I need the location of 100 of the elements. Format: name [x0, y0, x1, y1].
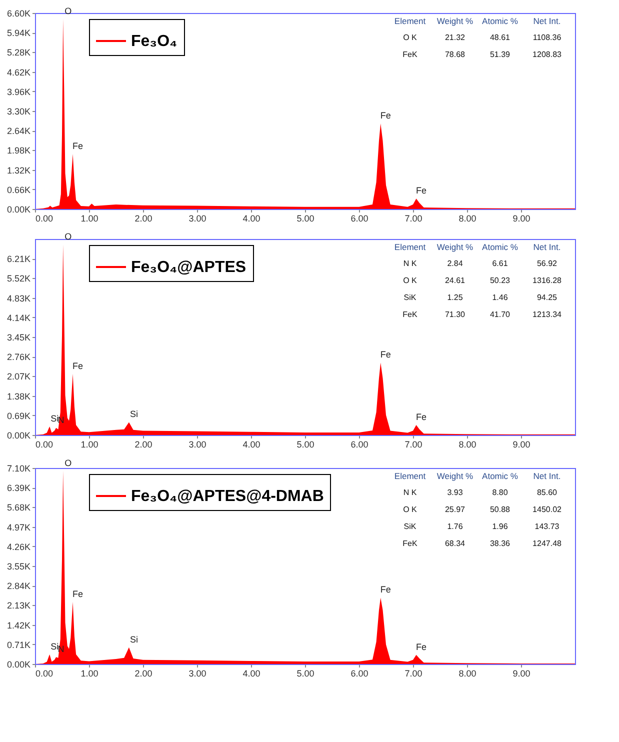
annotation: Fe — [72, 360, 84, 371]
annotation: 143.73 — [534, 522, 560, 531]
y-tick-label: 4.62K — [6, 67, 30, 78]
annotation: Si — [50, 641, 59, 652]
x-tick-label: 1.00 — [80, 214, 98, 224]
annotation: Fe — [416, 642, 426, 652]
y-tick-label: 0.00K — [6, 204, 30, 214]
annotation: 1.96 — [492, 522, 508, 531]
annotation: Net Int. — [533, 242, 561, 252]
x-tick-label: 8.00 — [458, 214, 476, 224]
y-tick-label: 1.32K — [6, 165, 30, 176]
x-tick-label: 3.00 — [188, 668, 206, 678]
y-tick-label: 2.84K — [6, 581, 30, 592]
annotation: 85.60 — [536, 488, 558, 497]
annotation: O — [64, 458, 72, 468]
y-tick-label: 7.10K — [6, 464, 30, 474]
annotation: 1450.02 — [532, 505, 562, 514]
y-tick-label: 5.94K — [6, 28, 30, 38]
annotation: Si — [130, 409, 138, 420]
annotation: 38.36 — [490, 539, 511, 548]
legend-label: Fe₃O₄@APTES@4-DMAB — [131, 488, 324, 505]
annotation: 24.61 — [444, 276, 466, 285]
annotation: 71.30 — [444, 310, 466, 319]
annotation: Fe — [380, 584, 391, 595]
annotation: Atomic % — [482, 242, 518, 252]
x-tick-label: 0.00 — [36, 214, 54, 224]
x-tick-label: 5.00 — [296, 214, 314, 224]
x-tick-label: 1.00 — [80, 440, 98, 450]
annotation: 1213.34 — [532, 310, 562, 319]
x-tick-label: 3.00 — [188, 214, 206, 224]
y-tick-label: 0.00K — [6, 430, 30, 440]
annotation: SiK — [404, 293, 417, 302]
annotation: 1108.36 — [532, 33, 562, 42]
annotation: 50.23 — [490, 276, 511, 285]
y-tick-label: 1.38K — [6, 391, 30, 402]
annotation: Si — [130, 634, 138, 644]
x-tick-label: 9.00 — [512, 214, 530, 224]
x-tick-label: 0.00 — [36, 668, 54, 678]
x-tick-label: 7.00 — [404, 440, 422, 450]
annotation: Fe — [380, 350, 391, 360]
annotation: Weight % — [436, 16, 474, 26]
y-tick-label: 2.64K — [6, 126, 30, 136]
y-tick-label: 6.39K — [6, 483, 30, 494]
annotation: FeK — [402, 539, 418, 548]
annotation: 21.32 — [444, 33, 466, 42]
x-tick-label: 4.00 — [242, 440, 260, 450]
annotation: 1.46 — [492, 293, 508, 302]
annotation: 48.61 — [490, 33, 511, 42]
y-tick-label: 5.28K — [6, 48, 30, 58]
annotation: 1.25 — [447, 293, 464, 302]
annotation: Element — [394, 242, 426, 252]
annotation: 41.70 — [490, 310, 511, 319]
annotation: FeK — [402, 310, 418, 319]
annotation: O K — [403, 276, 418, 285]
annotation: Atomic % — [482, 471, 518, 481]
annotation: 1.76 — [447, 522, 464, 531]
annotation: 50.88 — [490, 505, 511, 514]
annotation: 2.84 — [447, 259, 464, 268]
y-tick-label: 2.76K — [6, 352, 30, 362]
annotation: Atomic % — [482, 16, 518, 26]
x-tick-label: 8.00 — [458, 440, 476, 450]
x-tick-label: 4.00 — [242, 668, 260, 678]
annotation: Element — [394, 16, 426, 26]
x-tick-label: 5.00 — [296, 668, 314, 678]
annotation: 3.93 — [447, 488, 464, 497]
annotation: 1208.83 — [532, 50, 562, 59]
annotation: Si — [50, 413, 59, 424]
y-tick-label: 3.45K — [6, 332, 30, 342]
x-tick-label: 0.00 — [36, 440, 54, 450]
annotation: Net Int. — [533, 471, 561, 481]
annotation: O K — [403, 33, 418, 42]
y-tick-label: 4.83K — [6, 293, 30, 304]
annotation: 51.39 — [490, 50, 511, 59]
annotation: Fe — [416, 412, 426, 422]
annotation: 78.68 — [444, 50, 466, 59]
x-tick-label: 9.00 — [512, 668, 530, 678]
annotation: Fe — [416, 186, 426, 196]
annotation: Fe — [72, 141, 84, 152]
annotation: 56.92 — [536, 259, 558, 268]
y-tick-label: 3.30K — [6, 106, 30, 116]
annotation: SiK — [404, 522, 417, 531]
y-tick-label: 1.42K — [6, 620, 30, 630]
annotation: N K — [403, 488, 418, 497]
y-tick-label: 2.07K — [6, 372, 30, 382]
x-tick-label: 6.00 — [350, 440, 368, 450]
y-tick-label: 0.00K — [6, 660, 30, 670]
annotation: N K — [403, 259, 418, 268]
y-tick-label: 5.52K — [6, 274, 30, 284]
x-tick-label: 2.00 — [134, 214, 152, 224]
annotation: 6.61 — [492, 259, 508, 268]
y-tick-label: 2.13K — [6, 600, 30, 611]
x-tick-label: 6.00 — [350, 214, 368, 224]
x-tick-label: 3.00 — [188, 440, 206, 450]
annotation: FeK — [402, 50, 418, 59]
annotation: Element — [394, 471, 426, 481]
annotation: 94.25 — [536, 293, 558, 302]
x-tick-label: 7.00 — [404, 214, 422, 224]
legend-label: Fe₃O₄@APTES — [131, 259, 246, 276]
annotation: Fe — [72, 588, 84, 599]
annotation: 1316.28 — [532, 276, 562, 285]
